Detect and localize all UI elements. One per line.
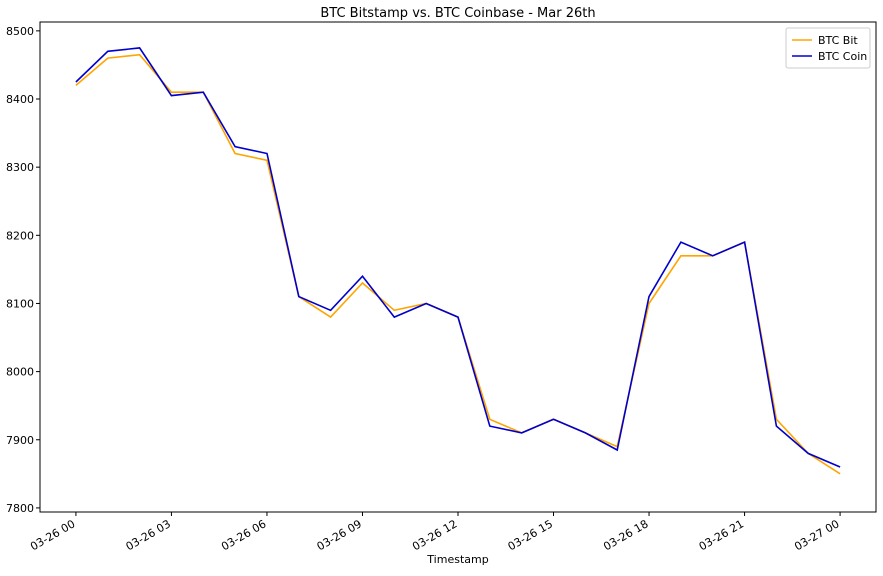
y-tick-label: 8200 — [6, 229, 34, 242]
y-tick-label: 8500 — [6, 25, 34, 38]
y-tick-label: 8300 — [6, 161, 34, 174]
x-tick-label: 03-26 21 — [697, 517, 746, 553]
x-tick-label: 03-26 00 — [28, 517, 77, 553]
x-tick-label: 03-26 18 — [601, 517, 650, 553]
legend-label: BTC Bit — [818, 34, 858, 47]
y-tick-label: 8000 — [6, 366, 34, 379]
legend-box — [785, 27, 871, 69]
legend-label: BTC Coin — [818, 50, 867, 63]
x-tick-label: 03-26 15 — [506, 517, 555, 553]
series-line — [75, 53, 841, 475]
x-tick-label: 03-26 06 — [219, 517, 268, 553]
chart-title: BTC Bitstamp vs. BTC Coinbase - Mar 26th — [320, 6, 595, 21]
x-tick-label: 03-26 12 — [410, 517, 459, 553]
x-tick-label: 03-27 00 — [792, 517, 841, 553]
x-axis-label: Timestamp — [426, 553, 488, 566]
x-tick-label: 03-26 09 — [315, 517, 364, 553]
series-line — [75, 47, 841, 468]
plot-frame — [39, 21, 877, 513]
y-tick-label: 8100 — [6, 297, 34, 310]
y-tick-label: 8400 — [6, 93, 34, 106]
y-tick-label: 7800 — [6, 502, 34, 515]
y-tick-label: 7900 — [6, 434, 34, 447]
x-tick-label: 03-26 03 — [124, 517, 173, 553]
